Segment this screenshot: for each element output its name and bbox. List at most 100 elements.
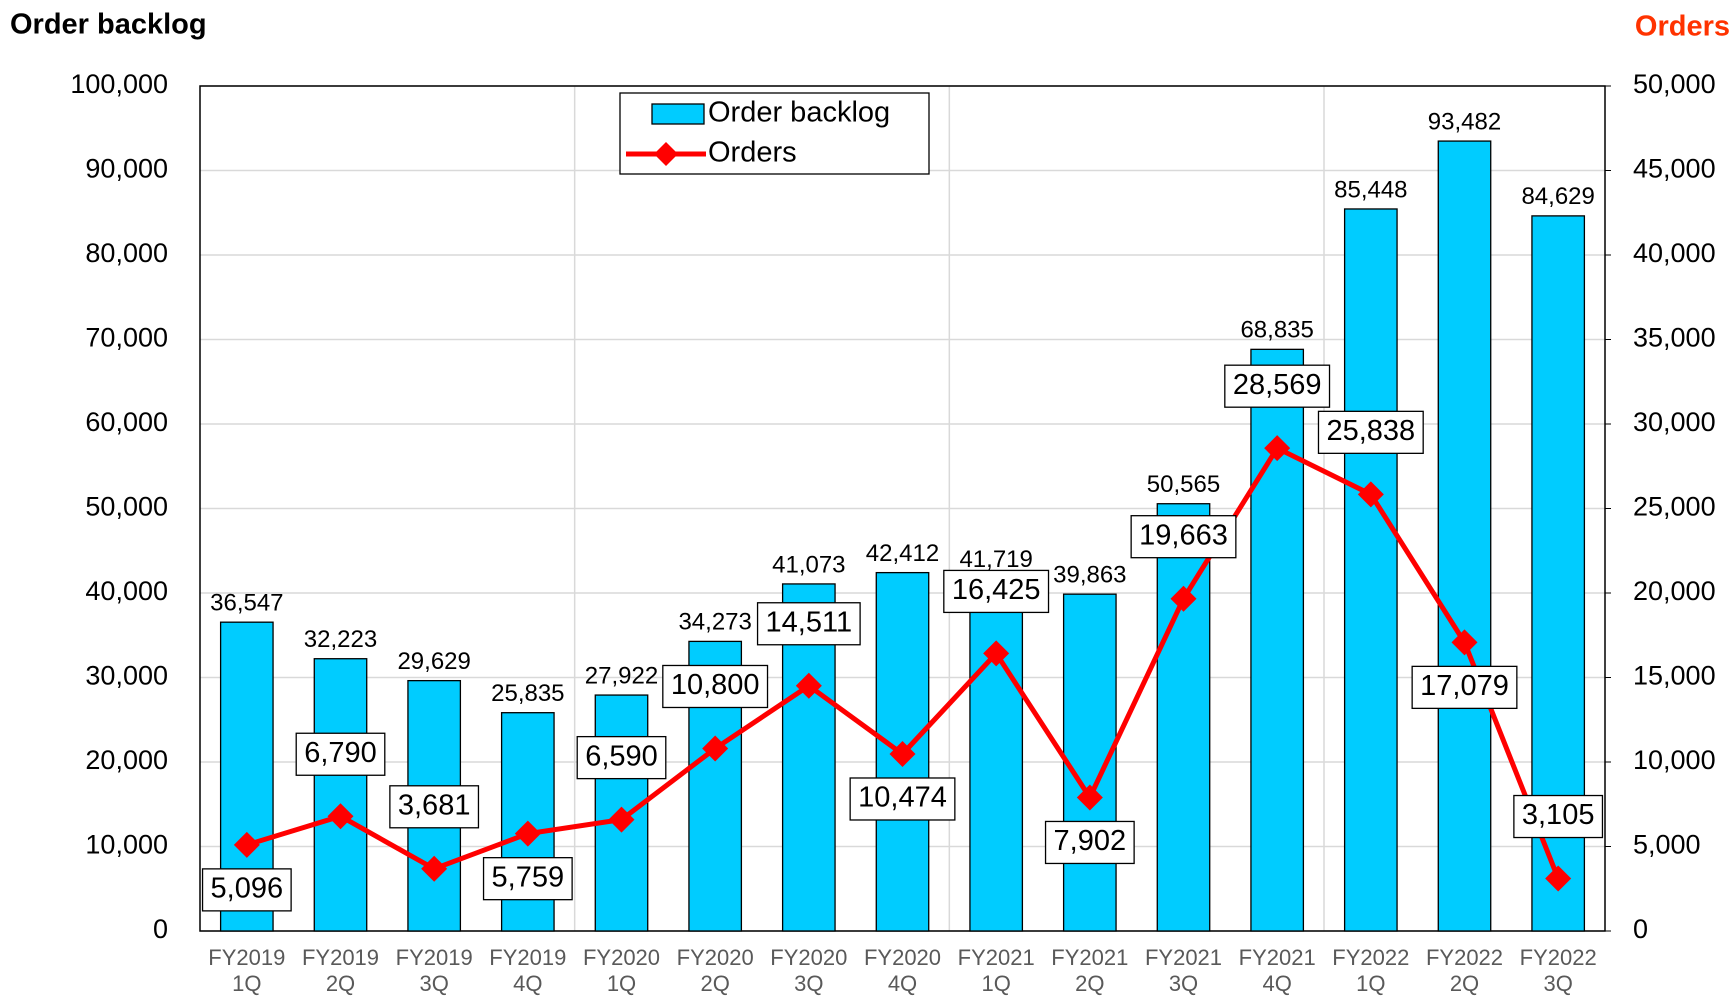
bar [313, 658, 368, 932]
marker [327, 803, 354, 830]
line-value-label-text: 10,474 [858, 782, 947, 814]
marker [1076, 784, 1103, 811]
x-tick-label: 4Q [888, 971, 917, 996]
legend-label: Order backlog [708, 97, 890, 129]
x-tick-label: 1Q [1356, 971, 1385, 996]
bar-value-label: 41,073 [772, 551, 845, 578]
x-tick-label: 2Q [1450, 971, 1479, 996]
x-tick-label: FY2020 [864, 945, 941, 970]
marker [889, 740, 916, 767]
line-value-label: 3,681 [389, 785, 480, 829]
line-value-label-box [1411, 665, 1518, 710]
line-value-label-box [1513, 794, 1604, 839]
line-value-label-box [1044, 820, 1135, 865]
line-value-label: 14,511 [756, 602, 861, 646]
y-tick-label: 40,000 [85, 576, 168, 606]
legend-marker [654, 142, 678, 166]
x-tick-label: 1Q [232, 971, 261, 996]
line-value-label: 10,800 [662, 664, 769, 709]
bar [1437, 140, 1492, 932]
line-value-label: 5,096 [201, 868, 292, 912]
marker [608, 806, 635, 833]
line-value-label-box [662, 664, 769, 709]
y-tick-label: 20,000 [85, 745, 168, 775]
line-value-label: 3,105 [1513, 794, 1604, 839]
bar-value-label: 85,448 [1334, 176, 1407, 203]
y2-tick-label: 0 [1633, 914, 1648, 944]
y-tick-label: 100,000 [70, 69, 168, 99]
y2-tick-label: 25,000 [1633, 492, 1716, 522]
x-tick-label: FY2020 [770, 945, 847, 970]
marker [1357, 481, 1384, 508]
x-tick-label: 4Q [1262, 971, 1291, 996]
y-axis-title: Order backlog [10, 9, 207, 41]
line-value-label-box [1130, 515, 1237, 559]
marker [233, 831, 260, 858]
line-value-label-box [943, 569, 1050, 614]
x-tick-label: FY2019 [489, 945, 566, 970]
line-value-label-text: 3,681 [398, 789, 471, 821]
line-value-label-text: 19,663 [1139, 519, 1228, 551]
bar [969, 577, 1024, 932]
x-tick-label: 1Q [607, 971, 636, 996]
x-tick-label: FY2019 [302, 945, 379, 970]
y2-tick-label: 40,000 [1633, 238, 1716, 268]
line-value-label: 16,425 [943, 569, 1050, 614]
legend-swatch [651, 103, 705, 125]
line-value-label-text: 16,425 [952, 574, 1041, 606]
x-tick-label: FY2022 [1520, 945, 1597, 970]
y2-tick-label: 5,000 [1633, 830, 1701, 860]
line-value-label-text: 28,569 [1233, 369, 1322, 401]
line-value-label: 6,790 [295, 732, 386, 776]
bar [1343, 208, 1398, 932]
line-value-label-text: 14,511 [766, 606, 853, 638]
bar-value-label: 34,273 [678, 609, 751, 636]
line-value-label: 5,759 [482, 857, 573, 901]
marker [1264, 435, 1291, 462]
x-tick-label: 4Q [513, 971, 542, 996]
bar-value-label: 25,835 [491, 680, 564, 707]
x-tick-label: 3Q [1169, 971, 1198, 996]
x-tick-label: FY2020 [677, 945, 754, 970]
x-tick-label: 2Q [1075, 971, 1104, 996]
marker [983, 640, 1010, 667]
line-value-label-box [849, 777, 956, 821]
y-tick-label: 30,000 [85, 661, 168, 691]
y-tick-label: 60,000 [85, 407, 168, 437]
bar-value-label: 27,922 [585, 662, 658, 689]
x-tick-label: FY2020 [583, 945, 660, 970]
x-tick-label: FY2022 [1426, 945, 1503, 970]
line-value-label-text: 3,105 [1522, 799, 1595, 831]
line-value-label-text: 6,790 [304, 737, 377, 769]
line-value-label: 6,590 [576, 735, 667, 780]
y-tick-label: 50,000 [85, 492, 168, 522]
marker [1451, 629, 1478, 656]
line-value-label-box [482, 857, 573, 901]
bar-value-label: 68,835 [1240, 317, 1313, 344]
legend-label: Orders [708, 137, 797, 169]
y-tick-label: 90,000 [85, 154, 168, 184]
line-value-label-text: 10,800 [671, 669, 760, 701]
bar-value-label: 41,719 [959, 546, 1032, 573]
line-value-label-box [389, 785, 480, 829]
line-value-label-text: 5,759 [492, 861, 565, 893]
marker [1545, 865, 1572, 892]
bar-value-label: 32,223 [304, 626, 377, 653]
line-value-label: 7,902 [1044, 820, 1135, 865]
marker [795, 672, 822, 699]
marker [421, 855, 448, 882]
x-tick-label: FY2019 [396, 945, 473, 970]
marker [702, 735, 729, 762]
y2-tick-label: 10,000 [1633, 745, 1716, 775]
x-tick-label: FY2021 [1051, 945, 1128, 970]
marker [514, 820, 541, 847]
x-tick-label: FY2019 [208, 945, 285, 970]
x-tick-label: 3Q [794, 971, 823, 996]
y-tick-label: 70,000 [85, 323, 168, 353]
bar-value-label: 36,547 [210, 590, 283, 617]
x-tick-label: FY2021 [1145, 945, 1222, 970]
x-tick-label: FY2021 [1239, 945, 1316, 970]
line-value-label-text: 5,096 [211, 873, 284, 905]
y-tick-label: 10,000 [85, 830, 168, 860]
